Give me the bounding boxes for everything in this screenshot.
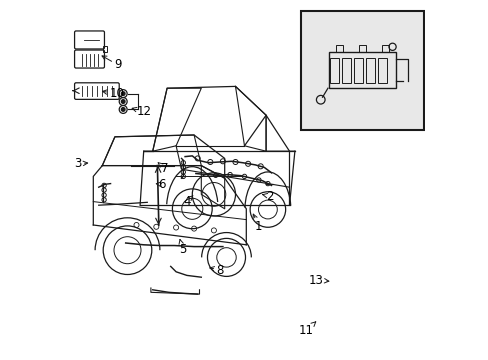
Text: 3: 3 xyxy=(74,157,87,170)
Bar xyxy=(103,46,106,52)
Text: 11: 11 xyxy=(298,322,315,337)
Text: 4: 4 xyxy=(183,195,192,208)
Circle shape xyxy=(121,108,125,111)
Bar xyxy=(358,45,366,52)
Bar xyxy=(366,58,374,83)
Bar xyxy=(328,52,395,88)
Bar xyxy=(335,45,342,52)
Text: 2: 2 xyxy=(262,190,273,203)
Text: 5: 5 xyxy=(179,239,186,256)
Text: 9: 9 xyxy=(102,56,122,71)
Bar xyxy=(377,58,386,83)
Circle shape xyxy=(121,92,125,95)
Bar xyxy=(353,58,363,83)
Text: 13: 13 xyxy=(308,274,328,287)
Text: 8: 8 xyxy=(209,264,223,276)
Circle shape xyxy=(121,100,125,103)
Bar xyxy=(301,11,423,130)
Text: 12: 12 xyxy=(132,105,151,118)
Text: 7: 7 xyxy=(158,162,168,175)
Text: 1: 1 xyxy=(252,214,262,233)
Text: 6: 6 xyxy=(156,178,165,191)
Bar xyxy=(382,45,389,52)
Bar xyxy=(329,58,338,83)
Bar xyxy=(342,58,350,83)
Text: 10: 10 xyxy=(102,87,124,100)
